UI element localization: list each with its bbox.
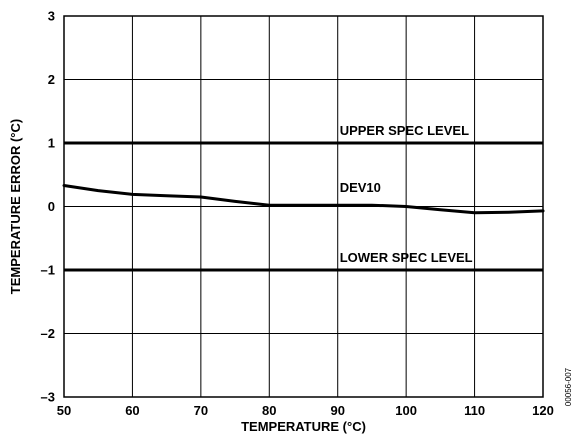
- y-tick-labels: 3 2 1 0 –1 –2 –3: [41, 9, 55, 405]
- y-tick-label-6: –3: [41, 390, 55, 405]
- y-tick-label-4: –1: [41, 263, 55, 278]
- x-tick-label-3: 80: [262, 403, 276, 418]
- annotation-1: DEV10: [340, 180, 381, 195]
- annotations: UPPER SPEC LEVEL DEV10 LOWER SPEC LEVEL: [340, 123, 473, 265]
- y-tick-label-3: 0: [48, 199, 55, 214]
- plot-frame: [63, 15, 544, 398]
- x-tick-label-4: 90: [330, 403, 344, 418]
- y-tick-label-5: –2: [41, 326, 55, 341]
- series-line-0: [62, 184, 545, 215]
- y-tick-label-1: 2: [48, 72, 55, 87]
- x-tick-label-6: 110: [464, 403, 485, 418]
- annotation-0: UPPER SPEC LEVEL: [340, 123, 469, 138]
- y-axis-title: TEMPERATURE ERROR (°C): [8, 119, 23, 294]
- x-tick-label-1: 60: [125, 403, 139, 418]
- x-tick-label-0: 50: [57, 403, 71, 418]
- series-layer: [62, 184, 545, 215]
- y-tick-label-2: 1: [48, 136, 55, 151]
- annotation-2: LOWER SPEC LEVEL: [340, 250, 473, 265]
- x-tick-labels: 50 60 70 80 90 100 110 120: [57, 403, 554, 418]
- x-tick-label-2: 70: [194, 403, 208, 418]
- x-axis-title: TEMPERATURE (°C): [241, 419, 366, 434]
- spec-lines: [64, 141, 543, 272]
- figure-id: 00056-007: [564, 367, 573, 406]
- x-tick-label-7: 120: [532, 403, 554, 418]
- x-tick-label-5: 100: [395, 403, 417, 418]
- y-tick-label-0: 3: [48, 9, 55, 24]
